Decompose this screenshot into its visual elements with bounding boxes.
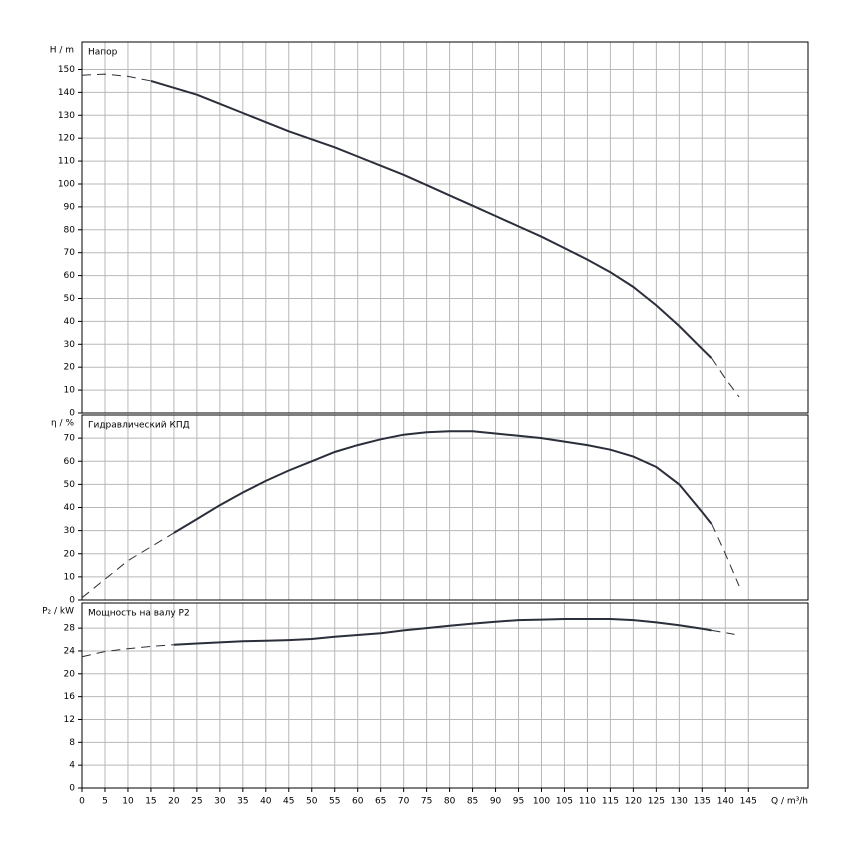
y-tick-label: 20 [64,669,76,679]
x-tick-label: 0 [79,797,85,807]
y-tick-label: 50 [64,480,76,490]
x-tick-label: 80 [444,797,456,807]
y-tick-label: 28 [64,624,76,634]
x-tick-label: 65 [375,797,386,807]
y-tick-label: 110 [58,157,75,167]
y-axis-label: H / m [50,46,74,56]
y-tick-label: 4 [69,761,75,771]
panel-frame [81,41,809,414]
curve [81,629,735,658]
curve [81,523,740,599]
y-tick-label: 20 [64,549,76,559]
y-tick-label: 60 [64,457,76,467]
y-tick-label: 80 [64,225,76,235]
x-tick-label: 10 [122,797,134,807]
y-tick-label: 10 [64,572,76,582]
x-tick-label: 70 [398,797,410,807]
x-tick-label: 110 [579,797,596,807]
x-tick-label: 105 [556,797,573,807]
panel-title: Гидравлический КПД [88,421,190,431]
y-tick-label: 30 [64,340,76,350]
y-tick-label: 70 [64,434,76,444]
panel-frame [81,414,809,601]
x-tick-label: 75 [421,797,432,807]
x-tick-label: 60 [352,797,364,807]
x-axis-label: Q / m³/h [771,797,808,807]
x-tick-label: 145 [740,797,757,807]
x-tick-label: 125 [648,797,665,807]
y-tick-label: 16 [64,692,76,702]
x-tick-label: 140 [717,797,734,807]
x-tick-label: 25 [191,797,202,807]
y-tick-label: 8 [69,738,75,748]
y-tick-label: 20 [64,363,76,373]
y-axis-label: η / % [51,419,74,429]
x-tick-label: 85 [467,797,478,807]
x-tick-label: 100 [533,797,550,807]
y-tick-label: 50 [64,294,76,304]
x-tick-label: 35 [237,797,248,807]
x-tick-label: 50 [306,797,318,807]
y-tick-label: 12 [64,715,75,725]
x-tick-label: 15 [145,797,156,807]
curve [150,79,713,359]
x-tick-label: 5 [102,797,108,807]
x-tick-label: 120 [625,797,642,807]
x-tick-label: 95 [513,797,524,807]
y-tick-label: 0 [69,596,75,606]
x-tick-label: 20 [168,797,180,807]
panel-frame [81,602,809,789]
x-tick-label: 90 [490,797,502,807]
x-tick-label: 135 [694,797,711,807]
y-tick-label: 40 [64,503,76,513]
x-tick-label: 40 [260,797,272,807]
y-tick-label: 100 [58,179,75,189]
x-tick-label: 30 [214,797,226,807]
curve [173,618,712,646]
curve [81,73,740,398]
y-tick-label: 0 [69,409,75,419]
y-tick-label: 10 [64,386,76,396]
y-tick-label: 130 [58,111,75,121]
panel-title: Напор [88,48,118,58]
x-tick-label: 130 [671,797,688,807]
y-tick-label: 40 [64,317,76,327]
x-tick-label: 115 [602,797,619,807]
y-tick-label: 30 [64,526,76,536]
panel-title: Мощность на валу P2 [88,609,190,619]
y-tick-label: 60 [64,271,76,281]
x-tick-label: 55 [329,797,340,807]
y-tick-label: 70 [64,248,76,258]
y-tick-label: 24 [64,646,76,656]
y-tick-label: 120 [58,134,75,144]
x-tick-label: 45 [283,797,294,807]
curve [173,430,713,534]
y-axis-label: P₂ / kW [42,607,74,617]
y-tick-label: 90 [64,202,76,212]
y-tick-label: 140 [58,88,75,98]
y-tick-label: 150 [58,65,75,75]
y-tick-label: 0 [69,784,75,794]
